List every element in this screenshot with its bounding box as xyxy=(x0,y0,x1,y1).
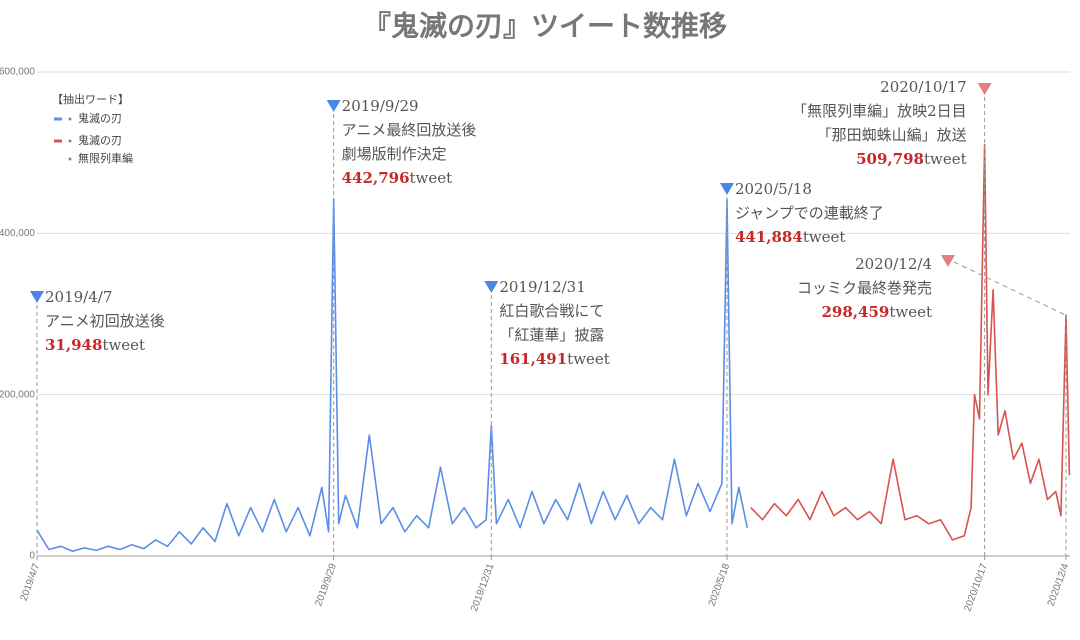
legend-dot xyxy=(68,117,72,121)
annotation-value-unit: tweet xyxy=(567,350,610,368)
legend-dot xyxy=(68,157,72,161)
annotation-value-number: 161,491 xyxy=(499,350,567,368)
legend-label: 鬼滅の刃 xyxy=(78,111,122,125)
annotation-date: 2020/12/4 xyxy=(855,255,932,273)
annotation-marker xyxy=(941,255,955,267)
y-tick-label: 400,000 xyxy=(0,228,35,239)
annotation-marker xyxy=(30,291,44,303)
annotation-value-unit: tweet xyxy=(410,169,453,187)
y-tick-label: 0 xyxy=(29,551,35,562)
annotation-value-number: 509,798 xyxy=(856,150,924,168)
annotation-text: アニメ最終回放送後 xyxy=(342,121,477,139)
annotation-value: 298,459tweet xyxy=(821,303,932,321)
legend-label-line: 無限列車編 xyxy=(78,151,133,165)
x-tick-label: 2020/5/18 xyxy=(707,562,733,608)
annotation-date: 2020/5/18 xyxy=(735,180,812,198)
x-tick-label: 2020/12/4 xyxy=(1046,562,1072,608)
annotation-date: 2020/10/17 xyxy=(880,78,966,96)
annotation-text: 紅白歌合戦にて xyxy=(499,302,604,320)
annotation-marker xyxy=(719,183,734,195)
legend-dot xyxy=(68,139,72,143)
annotation-date: 2019/9/29 xyxy=(342,97,419,115)
annotation-value-unit: tweet xyxy=(889,303,932,321)
annotation-value-number: 442,796 xyxy=(342,169,410,187)
annotation-marker xyxy=(977,83,992,95)
annotation-value: 441,884tweet xyxy=(735,228,846,246)
annotation-leader xyxy=(953,261,1067,316)
annotation-value: 442,796tweet xyxy=(342,169,453,187)
annotation-value-unit: tweet xyxy=(924,150,967,168)
x-tick-label: 2020/10/17 xyxy=(962,562,990,613)
legend-title: 【抽出ワード】 xyxy=(52,92,129,106)
annotation-text: コッミク最終巻発売 xyxy=(797,279,932,297)
annotation-value-number: 441,884 xyxy=(735,228,803,246)
annotation-text: 「紅蓮華」披露 xyxy=(499,326,604,344)
legend-label-line: 鬼滅の刃 xyxy=(78,111,122,125)
annotation-value: 509,798tweet xyxy=(856,150,967,168)
x-tick-label: 2019/4/7 xyxy=(19,562,43,603)
y-tick-label: 200,000 xyxy=(0,389,35,400)
annotation-value: 31,948tweet xyxy=(45,336,145,354)
annotation-text: 「那田蜘蛛山編」放送 xyxy=(817,126,967,144)
annotation-value: 161,491tweet xyxy=(499,350,610,368)
annotation-value-number: 298,459 xyxy=(821,303,889,321)
x-tick-label: 2019/12/31 xyxy=(469,562,497,613)
annotation-marker xyxy=(484,281,499,293)
legend-label-line: 鬼滅の刃 xyxy=(78,133,122,147)
y-tick-label: 600,000 xyxy=(0,67,35,78)
legend-label: 鬼滅の刃無限列車編 xyxy=(78,133,133,165)
annotation-value-number: 31,948 xyxy=(45,336,102,354)
annotation-text: ジャンプでの連載終了 xyxy=(735,204,884,222)
annotation-marker xyxy=(326,100,341,112)
annotation-date: 2019/12/31 xyxy=(499,278,585,296)
series-line xyxy=(36,198,749,552)
x-tick-label: 2019/9/29 xyxy=(313,562,339,608)
annotation-text: 劇場版制作決定 xyxy=(342,145,447,163)
annotation-date: 2019/4/7 xyxy=(45,288,112,306)
annotation-value-unit: tweet xyxy=(803,228,846,246)
annotation-text: アニメ初回放送後 xyxy=(45,312,165,330)
annotation-text: 「無限列車編」放映2日目 xyxy=(792,102,967,120)
series-line xyxy=(750,144,1071,541)
annotation-value-unit: tweet xyxy=(102,336,145,354)
chart-title: 『鬼滅の刃』ツイート数推移 xyxy=(363,10,727,43)
